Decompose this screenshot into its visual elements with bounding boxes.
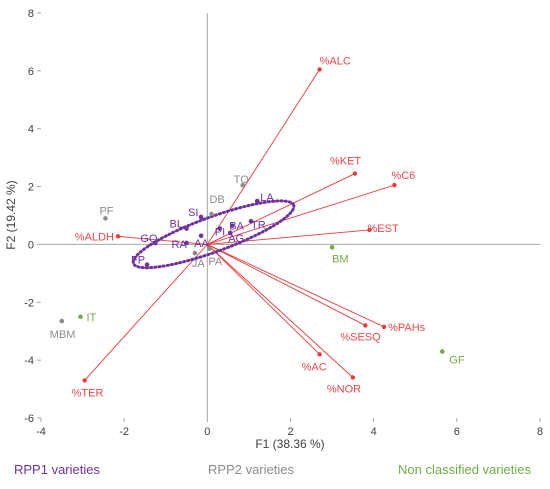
x-tick-label: 8	[537, 426, 543, 438]
vector-tip-pct-ac	[317, 352, 322, 357]
legend-rpp1: RPP1 varieties	[14, 462, 100, 477]
x-tick-label: -4	[36, 426, 46, 438]
point-label-pa: PA	[208, 256, 223, 268]
legend-non-classified: Non classified varieties	[398, 462, 531, 477]
point-label-db: DB	[209, 194, 224, 206]
y-tick-label: 6	[28, 66, 34, 78]
x-tick-label: 4	[371, 426, 377, 438]
x-tick-label: 6	[454, 426, 460, 438]
vector-tip-pct-alc	[317, 67, 322, 72]
point-db	[209, 211, 214, 217]
point-label-gf: GF	[449, 354, 465, 366]
point-label-bm: BM	[332, 253, 349, 265]
point-ja	[192, 250, 198, 256]
point-la	[254, 198, 260, 204]
vector-pct-ac	[207, 244, 320, 355]
point-to	[240, 182, 245, 188]
y-axis-title: F2 (19.42 %)	[4, 180, 18, 249]
point-label-mbm: MBM	[50, 329, 76, 341]
point-go	[153, 240, 158, 246]
rpp1-ellipse	[131, 199, 296, 270]
vector-pct-aldh	[117, 235, 208, 245]
y-tick-label: 0	[28, 239, 34, 251]
y-tick-label: -4	[24, 355, 34, 367]
vector-label-pct-ket: %KET	[330, 156, 361, 168]
vector-label-pct-ac: %AC	[302, 361, 327, 373]
point-pa	[207, 246, 212, 252]
point-fp	[144, 262, 150, 267]
vector-pct-alc	[206, 69, 320, 245]
x-tick-label: 0	[204, 426, 210, 438]
point-label-it: IT	[87, 312, 97, 324]
point-label-fp: FP	[131, 255, 145, 267]
vector-label-pct-sesq: %SESQ	[340, 331, 381, 343]
vector-label-pct-alc: %ALC	[320, 55, 351, 67]
x-tick-label: 2	[287, 426, 293, 438]
vector-label-pct-c6: %C6	[391, 170, 415, 182]
vector-label-pct-nor: %NOR	[327, 384, 361, 396]
point-label-go: GO	[140, 233, 158, 245]
vector-tip-pct-est	[367, 227, 372, 233]
point-label-ba: BA	[229, 221, 244, 233]
point-label-to: TO	[234, 174, 250, 186]
y-tick-label: -2	[24, 297, 34, 309]
vector-tip-pct-sesq	[363, 323, 368, 328]
point-label-ag: AG	[228, 233, 244, 245]
y-tick-label: -6	[24, 413, 34, 425]
vector-tip-pct-c6	[392, 182, 397, 188]
vector-tip-pct-ter	[82, 378, 87, 383]
vector-pct-sesq	[207, 244, 366, 326]
point-ra	[184, 240, 189, 246]
point-mbm	[59, 318, 65, 324]
vector-label-pct-aldh: %ALDH	[75, 231, 114, 243]
point-label-ra: RA	[172, 239, 188, 251]
vector-label-pct-ter: %TER	[72, 387, 104, 399]
point-label-tr: TR	[251, 219, 266, 231]
point-label-si: SI	[188, 207, 198, 219]
point-tr	[248, 218, 254, 224]
rpp1-ellipse-group	[131, 199, 296, 270]
point-si	[198, 214, 204, 220]
point-label-ja: JA	[192, 258, 206, 270]
vector-label-pct-est: %EST	[368, 223, 399, 235]
legend-rpp2: RPP2 varieties	[208, 462, 294, 477]
point-label-bl: BL	[170, 219, 183, 231]
x-axis-title: F1 (38.36 %)	[255, 437, 324, 451]
point-pf	[103, 216, 108, 221]
vector-pct-est	[207, 229, 370, 245]
point-pi	[217, 226, 223, 231]
y-tick-label: 2	[28, 182, 34, 194]
vector-label-pct-pahs: %PAHs	[388, 322, 426, 334]
y-tick-label: 8	[28, 8, 34, 20]
vector-pct-ter	[84, 244, 208, 381]
point-gf	[439, 349, 445, 354]
point-aa	[198, 233, 204, 239]
point-it	[78, 314, 83, 320]
point-bm	[329, 245, 335, 250]
vector-tip-pct-aldh	[115, 234, 121, 239]
vector-tip-pct-nor	[350, 375, 356, 380]
x-tick-label: -2	[119, 426, 129, 438]
point-label-pf: PF	[99, 205, 113, 217]
vector-pct-nor	[207, 244, 354, 378]
vector-tip-pct-ket	[352, 171, 358, 176]
loading-vectors: %ALC %KET %C6 %EST %ALDH %PAHs %SESQ %AC%NOR %TE…	[72, 55, 426, 399]
vector-pct-c6	[207, 184, 395, 245]
point-label-pi: PI	[215, 227, 225, 239]
point-label-la: LA	[260, 192, 274, 204]
vector-pct-pahs	[207, 244, 385, 328]
point-ag	[227, 230, 233, 236]
point-ba	[229, 223, 235, 228]
y-tick-label: 4	[28, 124, 34, 136]
point-bl	[184, 226, 189, 231]
vector-tip-pct-pahs	[381, 324, 387, 330]
point-label-aa: AA	[194, 238, 209, 250]
